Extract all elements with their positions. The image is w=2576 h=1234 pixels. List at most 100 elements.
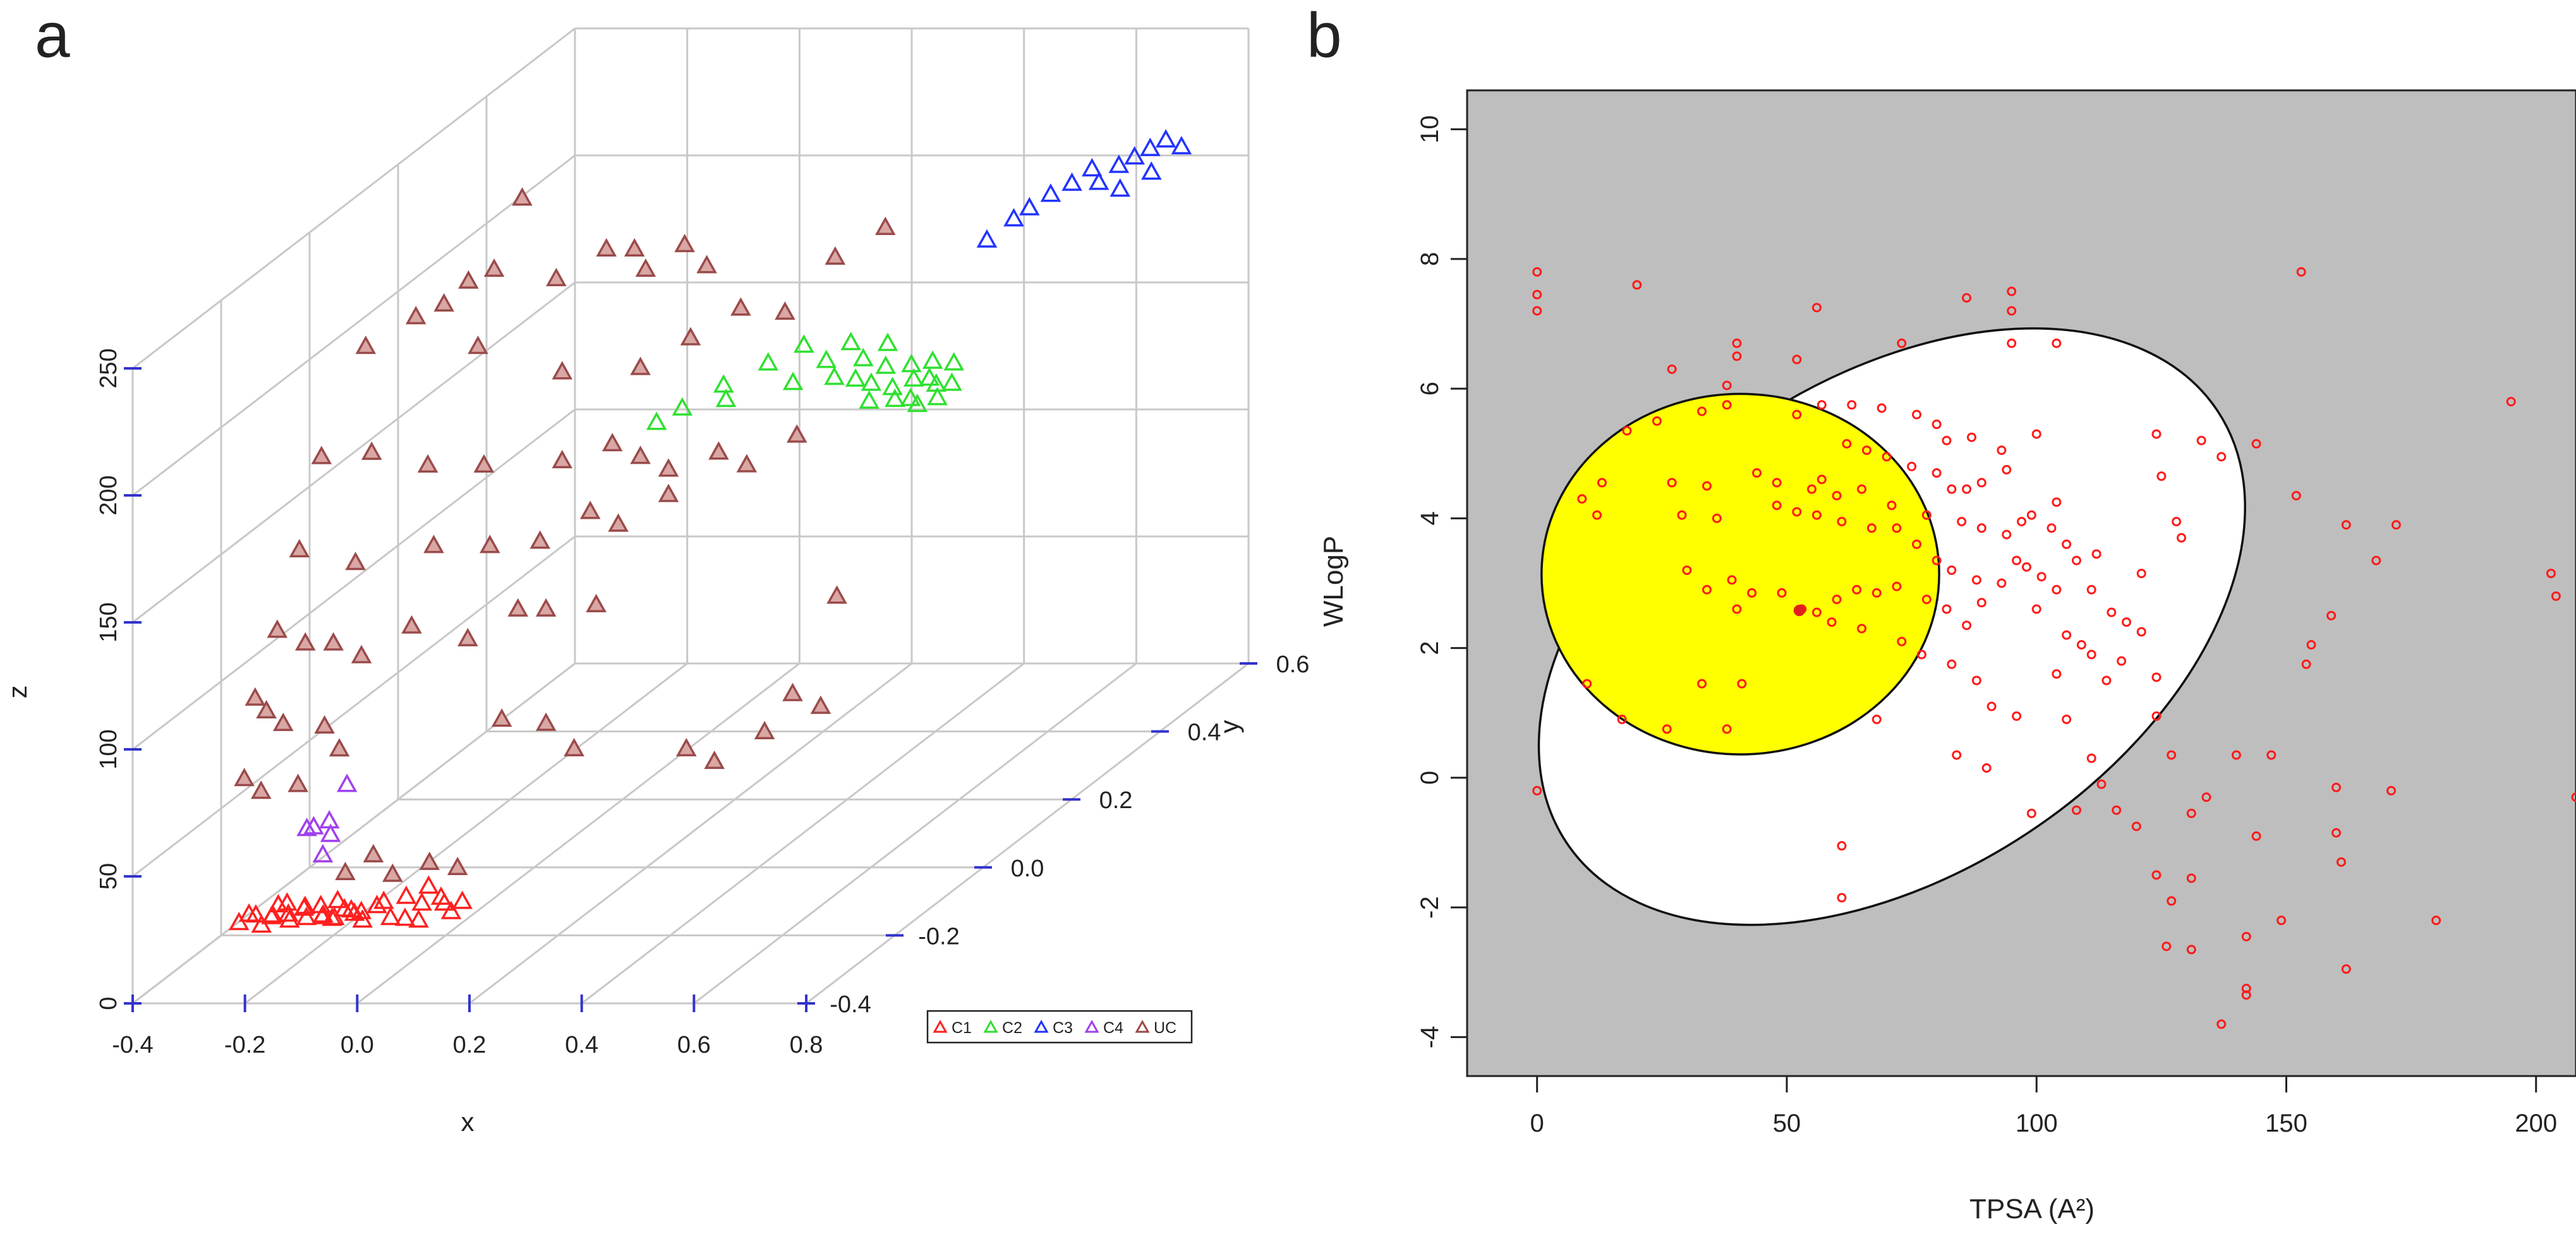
x-tick-label: 50 [1773,1110,1801,1137]
data-point [1947,484,1957,494]
point-C3 [1019,197,1040,215]
point-UC [250,780,272,799]
floor-grid-line [806,662,1249,1005]
data-point [2251,831,2261,841]
data-point [1997,578,2007,588]
data-point [1662,724,1672,734]
point-UC [329,738,350,757]
data-point [2431,916,2441,926]
data-point [1532,267,1542,277]
yellow-ellipse [1540,392,1940,756]
z-tick-label: 0 [95,996,122,1010]
panel-b-boiled-egg-scatter: 0 50 100 150 200 -4 -2 0 2 4 6 8 10 TPSA (A²) WLogP [1318,89,2576,1225]
data-point [2052,338,2062,348]
point-UC [245,687,266,706]
data-point [1962,293,1972,303]
data-point [1827,617,1837,627]
data-point [1962,484,1972,494]
y-tick-label: 6 [1416,382,1444,396]
point-C1 [352,909,373,928]
point-C4 [303,816,324,835]
data-point [2251,439,2261,449]
x-tick-label: 200 [2515,1110,2557,1137]
point-UC [708,441,729,460]
data-point [2231,750,2241,760]
point-UC [507,598,529,617]
data-point [1532,306,1542,316]
point-C1 [396,885,417,904]
data-point [1817,475,1827,485]
point-UC [483,258,505,277]
point-UC [345,552,366,571]
data-point [1817,400,1827,410]
point-UC [635,258,656,277]
data-point [2052,497,2062,507]
point-C1 [341,898,362,918]
panel-label-b: b [1307,0,1342,71]
point-C1 [351,900,372,919]
data-point [2002,464,2012,475]
x-tick-label: -0.4 [112,1032,153,1058]
data-point [1532,289,1542,299]
x-tick-label: 100 [2016,1110,2058,1137]
data-point [2341,964,2351,974]
point-UC [234,768,255,787]
data-point [1837,841,1847,851]
data-point [2101,675,2112,686]
point-UC [335,861,356,880]
point-C1 [245,904,267,923]
point-UC [775,301,795,320]
point-UC [675,737,697,756]
panel-label-a: a [35,0,70,71]
point-C3 [1088,171,1110,190]
data-point [1861,445,1872,456]
data-point [2196,435,2206,445]
data-point [2151,429,2162,439]
point-C3 [1061,172,1082,191]
point-C2 [903,368,924,387]
point-C2 [919,367,940,386]
data-point [2151,711,2162,721]
point-UC [782,682,803,701]
data-point [2266,750,2277,760]
data-point [2021,562,2031,572]
y-tick-label: 10 [1416,115,1444,143]
data-point [2107,607,2117,617]
point-UC [473,454,495,473]
legend-label-UC: UC [1154,1019,1176,1037]
data-point [1652,416,1662,426]
data-point [2071,555,2081,566]
data-point [2341,520,2351,530]
legend-marker-C1 [933,1019,948,1033]
point-C1 [380,906,401,926]
floor-grid-line [244,662,688,1005]
point-UC [529,530,551,549]
x-tick-label: 0.2 [453,1032,487,1058]
point-C2 [900,387,921,406]
data-point [2052,669,2062,679]
data-point [1911,409,1921,420]
data-point [1957,517,1967,526]
point-UC [323,632,344,651]
data-point [1942,435,1952,445]
point-C2 [794,334,814,353]
point-C2 [882,377,903,396]
point-UC [552,450,573,469]
data-point [1976,598,1986,608]
data-point [1932,420,1942,430]
data-point [1682,565,1692,575]
data-point [2012,711,2022,721]
point-UC [786,424,807,443]
data-point [1811,607,1822,617]
data-point [1792,354,1802,365]
data-point [2017,517,2026,526]
point-C1 [394,907,416,926]
plot-area [1532,267,2576,1029]
x-tick-label: 0.8 [790,1032,823,1058]
point-UC [552,361,573,380]
point-UC [289,539,310,558]
point-UC [535,712,557,731]
point-UC [512,187,533,206]
data-point [1921,595,1932,605]
data-point [1811,510,1822,520]
